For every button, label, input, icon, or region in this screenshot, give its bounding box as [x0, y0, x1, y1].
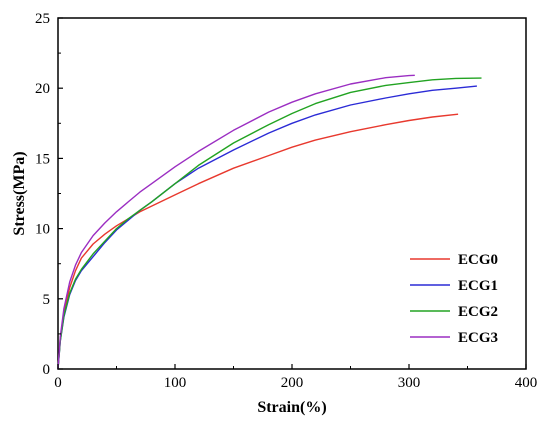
y-tick-label: 25 — [35, 11, 50, 27]
axis-ticks — [57, 17, 527, 370]
legend-label-ecg2: ECG2 — [458, 304, 498, 320]
x-axis-title: Strain(%) — [257, 399, 326, 416]
legend-label-ecg0: ECG0 — [458, 252, 498, 268]
y-tick-label: 10 — [35, 222, 50, 238]
y-tick-label: 15 — [35, 151, 50, 167]
x-tick-label: 200 — [281, 375, 304, 391]
x-tick-label: 100 — [164, 375, 187, 391]
plot-frame — [57, 17, 527, 370]
y-tick-label: 20 — [35, 81, 50, 97]
x-tick-label: 0 — [54, 375, 62, 391]
series-line-ecg0 — [57, 113, 459, 370]
y-axis-title: Stress(MPa) — [11, 151, 28, 235]
legend: ECG0 ECG1 ECG2 ECG3 — [410, 252, 498, 346]
series-line-ecg2 — [57, 77, 482, 370]
y-tick-label: 5 — [43, 292, 51, 308]
y-tick-label: 0 — [43, 362, 51, 378]
series-lines — [57, 74, 482, 370]
axis-tick-labels: 0 100 200 300 400 0 5 10 15 20 25 — [35, 11, 537, 391]
x-tick-label: 300 — [398, 375, 421, 391]
legend-label-ecg3: ECG3 — [458, 330, 498, 346]
series-line-ecg1 — [57, 85, 477, 370]
legend-label-ecg1: ECG1 — [458, 278, 498, 294]
plot-area: 0 100 200 300 400 0 5 10 15 20 25 — [35, 11, 537, 391]
series-line-ecg3 — [57, 74, 415, 370]
x-tick-label: 400 — [515, 375, 538, 391]
